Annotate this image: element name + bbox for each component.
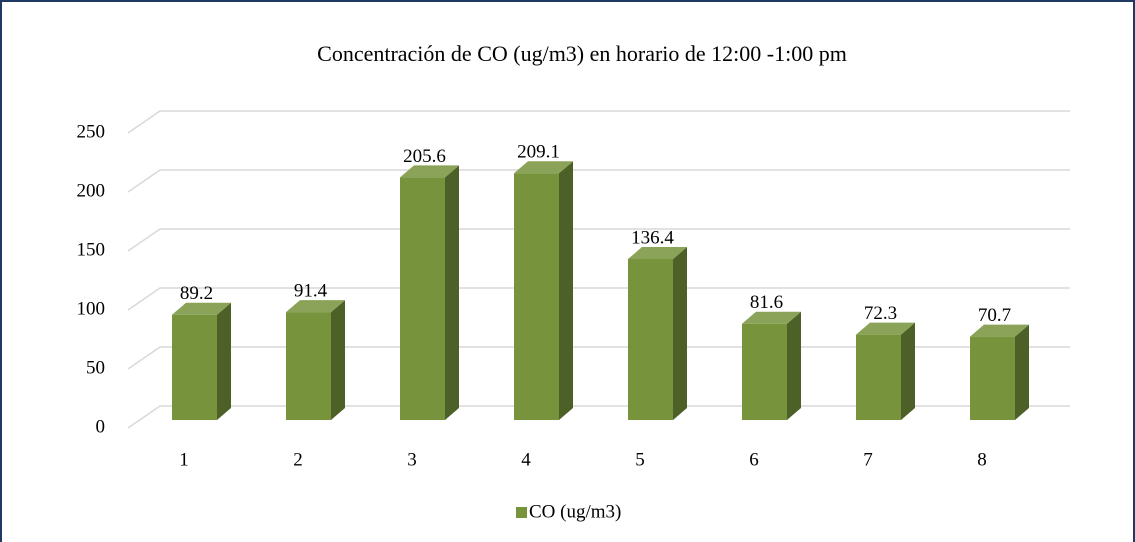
- x-tick-label: 1: [179, 449, 189, 470]
- x-tick-label: 7: [863, 449, 873, 470]
- bar-side: [787, 311, 801, 420]
- bar-top: [286, 300, 345, 313]
- bar-top: [742, 311, 801, 324]
- bar: [742, 311, 801, 420]
- x-tick-label: 2: [293, 449, 303, 470]
- y-tick-label: 0: [96, 416, 106, 437]
- bar-front: [514, 173, 559, 420]
- bar-front: [172, 314, 217, 420]
- value-label: 136.4: [631, 227, 674, 248]
- value-label: 209.1: [517, 142, 560, 163]
- y-tick-label: 150: [77, 239, 106, 260]
- value-label: 91.4: [294, 281, 328, 302]
- bar-top: [628, 247, 687, 260]
- bar-front: [856, 334, 901, 420]
- bar: [286, 300, 345, 420]
- bar-side: [559, 161, 573, 420]
- y-tick-label: 200: [77, 180, 106, 201]
- bar-side: [1015, 324, 1029, 420]
- bar-side: [445, 165, 459, 420]
- value-label: 89.2: [180, 283, 213, 304]
- bar: [514, 161, 573, 420]
- legend-label: CO (ug/m3): [529, 501, 621, 522]
- bar-side: [901, 322, 915, 420]
- bar: [970, 324, 1029, 420]
- bar-top: [970, 324, 1029, 337]
- bar: [856, 322, 915, 420]
- y-tick-label: 250: [77, 121, 106, 142]
- legend-swatch: [516, 507, 527, 518]
- bar-top: [514, 161, 573, 174]
- bar-side: [217, 302, 231, 420]
- bar-front: [628, 259, 673, 420]
- bar-front: [400, 177, 445, 420]
- y-tick-label: 50: [86, 357, 105, 378]
- x-tick-label: 5: [635, 449, 645, 470]
- bar-front: [742, 323, 787, 420]
- bar-front: [286, 312, 331, 420]
- bar-top: [400, 165, 459, 178]
- value-label: 70.7: [978, 305, 1011, 326]
- bar-side: [673, 247, 687, 420]
- y-tick-label: 100: [77, 298, 106, 319]
- bar: [172, 302, 231, 420]
- grid-line: [127, 110, 1070, 134]
- bar-top: [856, 322, 915, 335]
- grid-line: [127, 287, 1070, 311]
- bar-front: [970, 336, 1015, 420]
- bar-side: [331, 300, 345, 420]
- grid-line: [127, 228, 1070, 252]
- x-tick-label: 6: [749, 449, 759, 470]
- value-label: 205.6: [403, 146, 446, 167]
- x-tick-label: 3: [407, 449, 417, 470]
- bar-top: [172, 302, 231, 315]
- value-label: 81.6: [750, 292, 783, 313]
- chart-title: Concentración de CO (ug/m3) en horario d…: [317, 41, 847, 66]
- bar: [400, 165, 459, 420]
- value-label: 72.3: [864, 303, 897, 324]
- x-tick-label: 4: [521, 449, 531, 470]
- x-tick-label: 8: [977, 449, 987, 470]
- bar: [628, 247, 687, 420]
- grid-line: [127, 169, 1070, 193]
